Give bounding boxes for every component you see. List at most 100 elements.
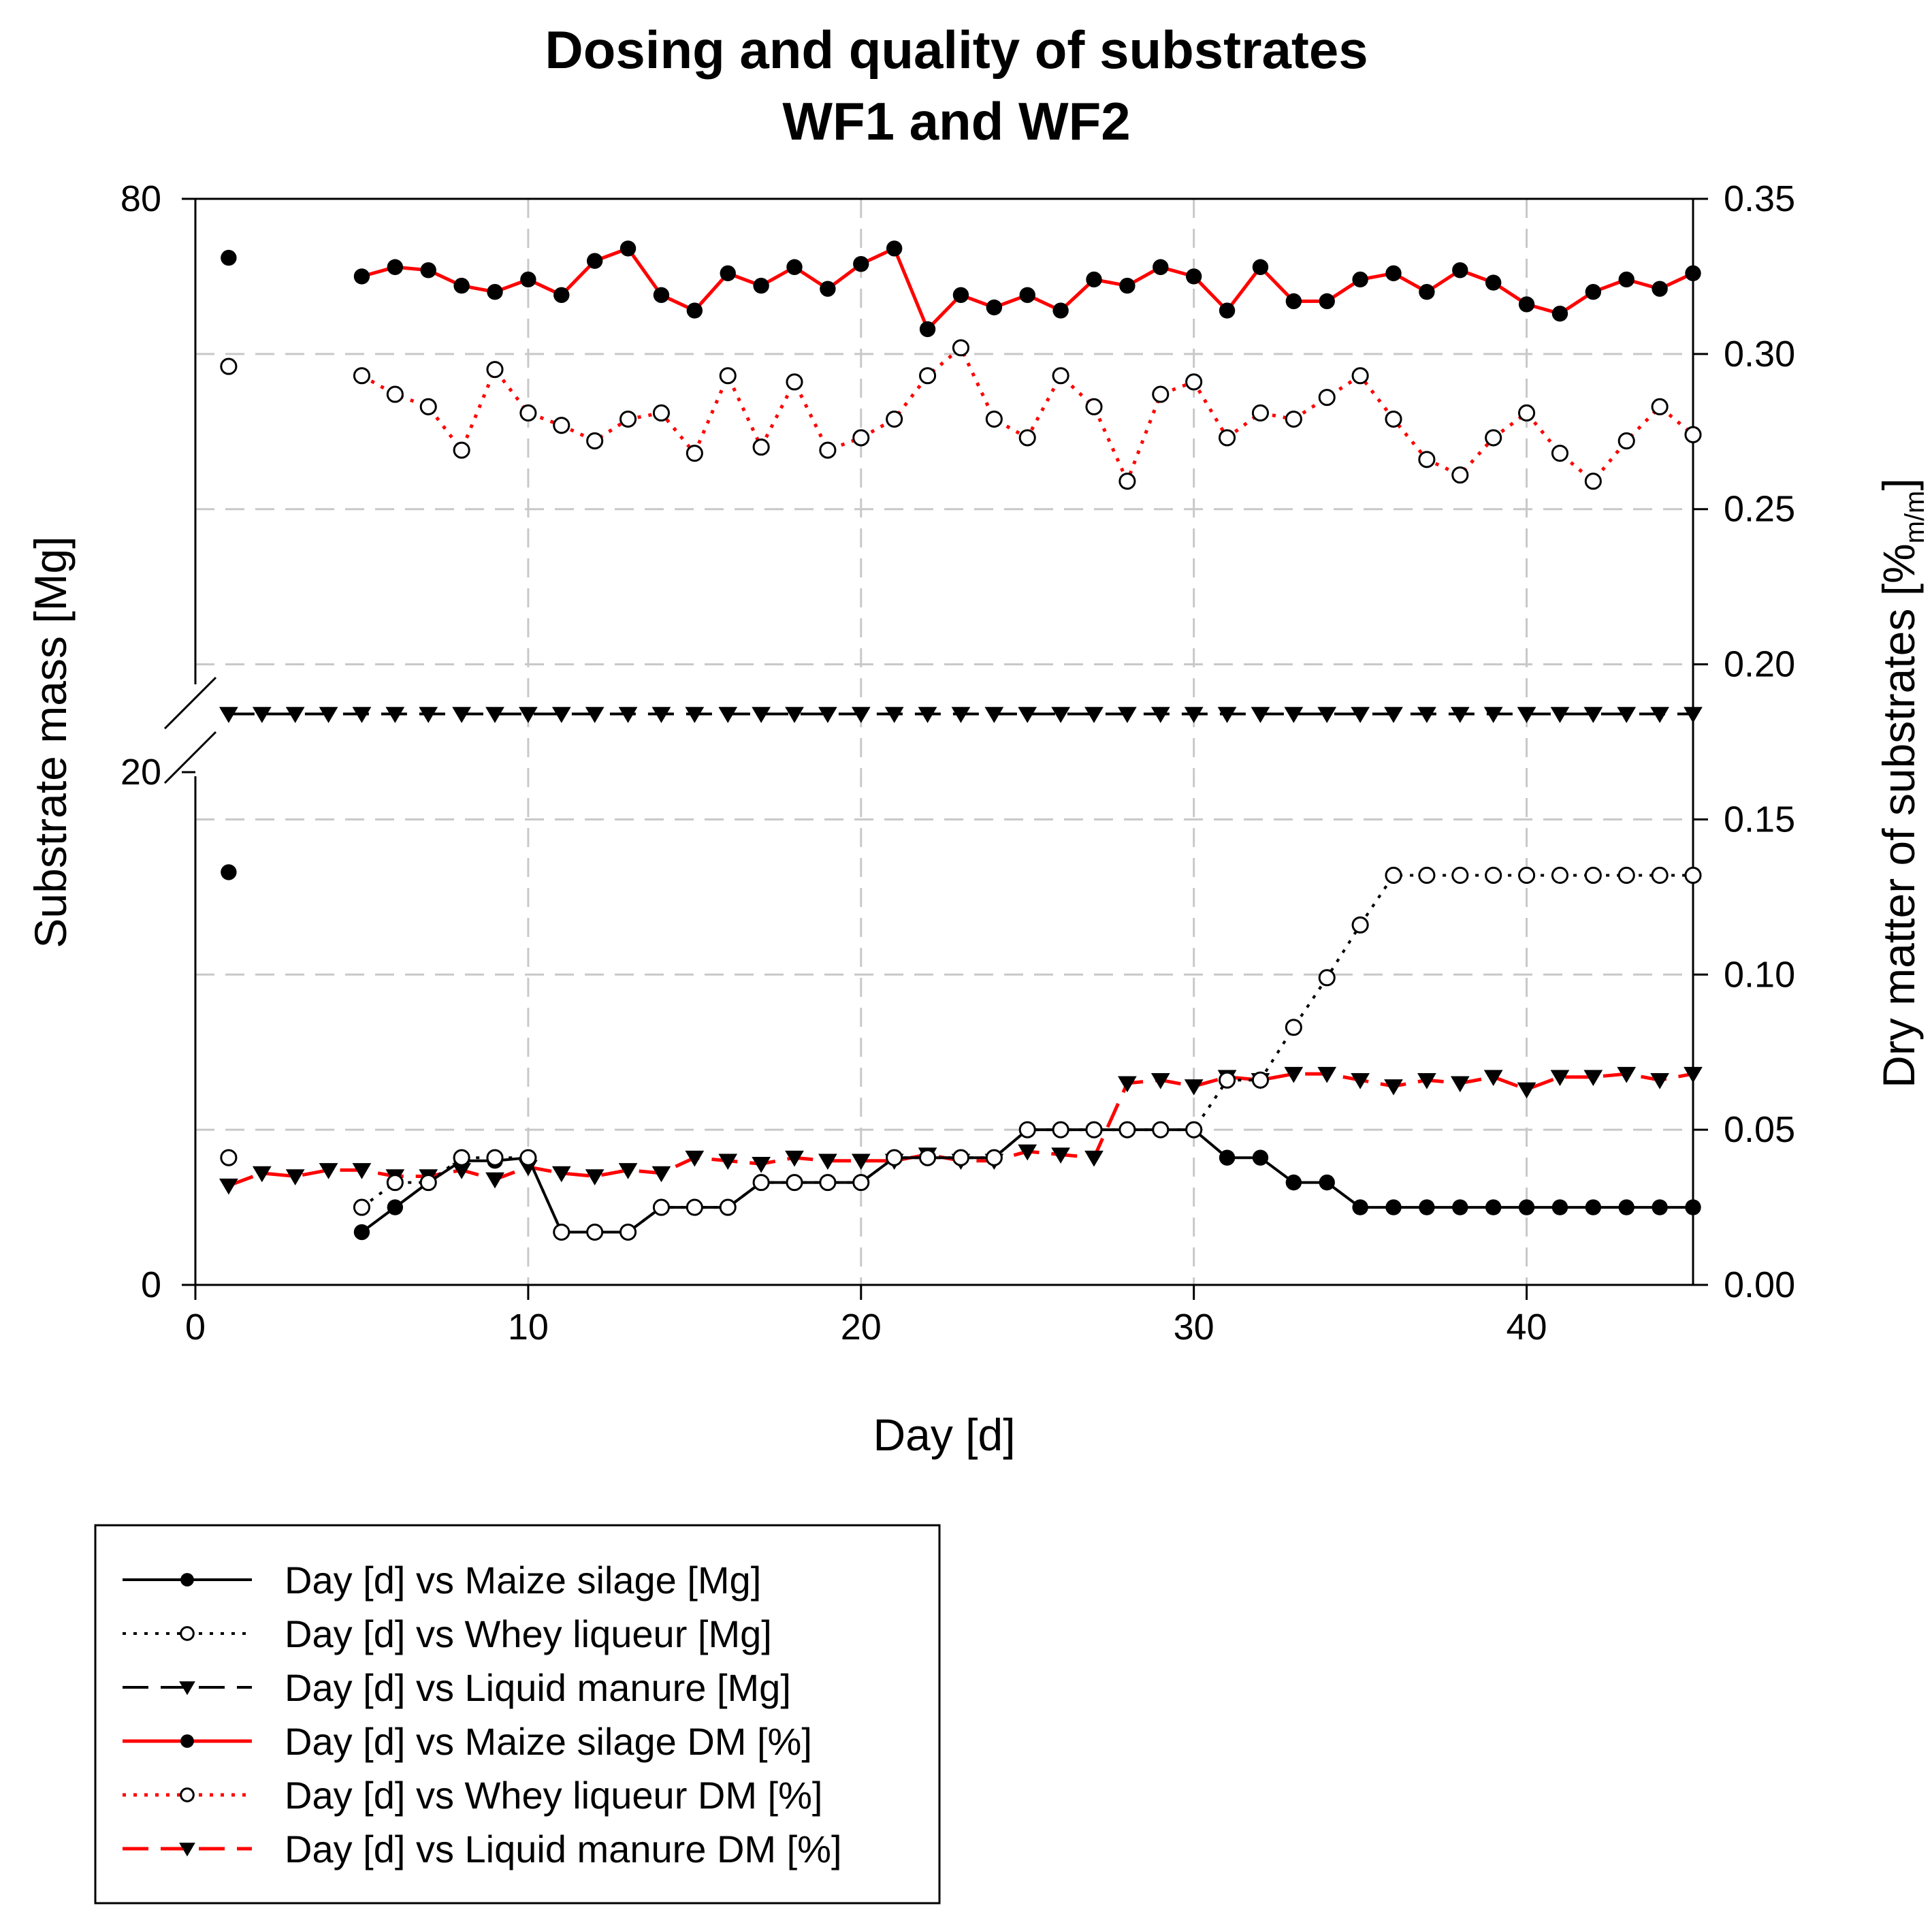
data-point bbox=[685, 707, 705, 723]
data-point bbox=[851, 707, 871, 723]
legend-label: Day [d] vs Maize silage DM [%] bbox=[285, 1720, 812, 1763]
data-point bbox=[1119, 277, 1136, 294]
y-right-tick-label: 0.20 bbox=[1724, 644, 1795, 685]
data-point bbox=[886, 240, 903, 257]
data-point bbox=[1685, 1199, 1701, 1215]
data-point bbox=[1419, 284, 1435, 300]
data-point bbox=[1052, 367, 1069, 385]
data-point bbox=[1684, 866, 1702, 885]
data-point bbox=[1018, 1121, 1036, 1138]
axis-break-mark bbox=[163, 731, 217, 784]
data-point bbox=[618, 1163, 638, 1179]
data-point bbox=[1650, 707, 1669, 723]
data-point bbox=[1384, 707, 1403, 723]
data-point bbox=[1550, 1070, 1570, 1087]
y-axis-right-label-sub: m/m bbox=[1900, 491, 1930, 544]
data-point bbox=[951, 707, 971, 723]
data-point bbox=[686, 1198, 703, 1216]
data-point bbox=[353, 1224, 370, 1241]
data-point bbox=[1219, 1149, 1236, 1166]
data-point bbox=[1219, 302, 1236, 319]
data-point bbox=[1617, 432, 1635, 450]
data-point bbox=[1518, 296, 1535, 313]
data-point bbox=[1651, 866, 1669, 885]
data-point bbox=[485, 1172, 504, 1189]
data-point bbox=[686, 302, 703, 319]
legend-label: Day [d] vs Maize silage [Mg] bbox=[285, 1559, 761, 1602]
data-point bbox=[1317, 707, 1337, 723]
data-point bbox=[718, 1153, 738, 1170]
data-point bbox=[319, 707, 338, 723]
legend-swatch-marker bbox=[179, 1843, 195, 1857]
data-point bbox=[1217, 707, 1237, 723]
data-point bbox=[1285, 293, 1302, 310]
data-point bbox=[984, 707, 1004, 723]
axes bbox=[163, 197, 1694, 1286]
data-point bbox=[852, 1174, 870, 1192]
data-point bbox=[986, 299, 1003, 316]
x-tick-label: 30 bbox=[1174, 1307, 1214, 1348]
data-point bbox=[1018, 1144, 1037, 1161]
data-point bbox=[221, 249, 237, 266]
data-point bbox=[1252, 1149, 1269, 1166]
data-point bbox=[585, 1169, 605, 1185]
data-point bbox=[1551, 866, 1568, 885]
data-point bbox=[1551, 445, 1568, 462]
data-point bbox=[486, 361, 504, 379]
y-left-tick-label: 20 bbox=[120, 752, 161, 793]
data-point bbox=[651, 1166, 671, 1183]
data-point bbox=[1086, 271, 1102, 288]
data-point bbox=[685, 1150, 705, 1167]
data-point bbox=[1485, 429, 1502, 447]
data-point bbox=[1018, 429, 1036, 447]
y-left-tick-label: 80 bbox=[120, 178, 161, 219]
data-point bbox=[1618, 271, 1635, 288]
legend-label: Day [d] vs Liquid manure [Mg] bbox=[285, 1666, 791, 1709]
data-point bbox=[619, 1223, 637, 1241]
data-point bbox=[353, 367, 370, 385]
data-point bbox=[1285, 411, 1302, 428]
data-point bbox=[853, 256, 869, 272]
data-point bbox=[653, 287, 670, 303]
data-point bbox=[1251, 1071, 1269, 1089]
data-point bbox=[419, 1174, 437, 1192]
data-point bbox=[1452, 1199, 1468, 1215]
data-point bbox=[1252, 259, 1269, 275]
data-point bbox=[1617, 866, 1635, 885]
data-point bbox=[1084, 1150, 1104, 1167]
data-point bbox=[519, 1149, 537, 1166]
data-point bbox=[619, 411, 637, 428]
data-point bbox=[1284, 707, 1304, 723]
data-point bbox=[618, 707, 638, 723]
data-point bbox=[818, 1153, 837, 1170]
data-point bbox=[1318, 389, 1336, 407]
data-point bbox=[819, 1174, 837, 1192]
data-point bbox=[1219, 1071, 1236, 1089]
data-point bbox=[919, 321, 936, 338]
y-right-tick-label: 0.00 bbox=[1724, 1264, 1795, 1305]
data-point bbox=[285, 1169, 305, 1185]
data-point bbox=[952, 339, 969, 357]
data-point bbox=[1483, 1070, 1503, 1087]
data-point bbox=[1418, 451, 1436, 468]
data-point bbox=[486, 1149, 504, 1166]
data-point bbox=[420, 262, 436, 278]
data-point bbox=[1385, 1199, 1402, 1215]
data-point bbox=[1450, 707, 1470, 723]
data-point bbox=[1251, 404, 1269, 421]
data-point bbox=[1351, 1072, 1370, 1089]
data-point bbox=[1352, 271, 1368, 288]
data-point bbox=[1085, 1121, 1103, 1138]
data-point bbox=[1518, 1199, 1535, 1215]
legend-swatch-marker bbox=[180, 1734, 194, 1748]
data-point bbox=[1652, 281, 1668, 297]
data-point bbox=[452, 707, 471, 723]
data-point bbox=[1684, 1066, 1703, 1083]
data-point bbox=[753, 277, 769, 294]
data-point bbox=[720, 265, 736, 282]
data-point bbox=[786, 259, 803, 275]
data-point bbox=[1584, 473, 1602, 490]
x-tick-label: 40 bbox=[1507, 1307, 1547, 1348]
data-point bbox=[1650, 1072, 1669, 1089]
axis-break-mark bbox=[163, 676, 217, 730]
